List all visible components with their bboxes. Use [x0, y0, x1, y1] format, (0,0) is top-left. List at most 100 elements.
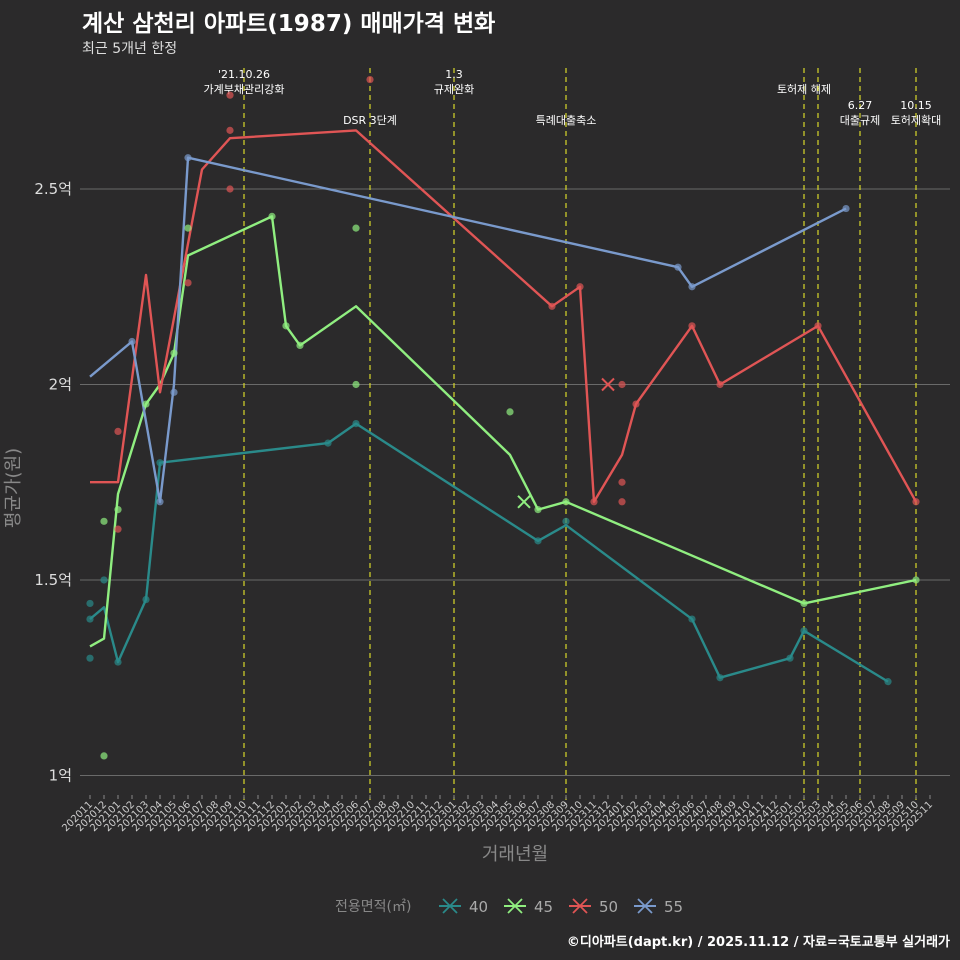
data-point: [366, 75, 374, 84]
event-label: 특례대출축소: [536, 114, 597, 127]
data-point: [226, 91, 234, 99]
legend-key-cross: [637, 898, 653, 914]
cross-stroke: [601, 377, 615, 392]
data-point: [324, 439, 332, 447]
data-point: [534, 537, 542, 545]
data-point: [142, 400, 150, 408]
data-point: [548, 302, 556, 310]
series-lines: [89, 129, 918, 683]
data-point: [562, 517, 570, 525]
data-point: [884, 678, 892, 686]
data-point: [114, 506, 122, 514]
data-point: [576, 283, 584, 291]
legend-label: 40: [469, 898, 488, 916]
data-point: [800, 627, 808, 635]
event-label: 토허제확대: [891, 114, 942, 127]
data-point: [814, 322, 822, 330]
data-point: [912, 576, 920, 584]
legend-key-cross: [572, 898, 588, 914]
data-point: [114, 525, 122, 533]
legend-label: 55: [664, 898, 683, 916]
data-point: [282, 322, 290, 330]
data-point: [618, 478, 626, 486]
series-points: [86, 75, 920, 760]
y-gridlines: [80, 188, 950, 776]
data-point: [100, 517, 108, 525]
data-point: [100, 752, 108, 760]
data-point: [352, 380, 360, 389]
legend-label: 45: [534, 898, 553, 916]
data-point: [562, 498, 570, 506]
data-point: [688, 322, 696, 330]
y-tick-label: 1억: [49, 766, 72, 784]
data-point: [632, 400, 640, 408]
event-label: '21.10.26: [218, 68, 270, 81]
cross-stroke: [517, 495, 531, 509]
legend-item-55: 55: [634, 898, 683, 916]
data-point: [688, 283, 696, 291]
data-point: [128, 337, 136, 346]
x-axis-ticks: [89, 795, 931, 799]
data-point: [534, 506, 542, 514]
x-axis-title: 거래년월: [482, 844, 548, 865]
data-point: [352, 419, 360, 428]
legend-label: 50: [599, 898, 618, 916]
data-point: [716, 380, 724, 389]
data-point: [184, 279, 192, 287]
legend-item-45: 45: [504, 898, 553, 916]
y-axis-tick-labels: 1억 1.5억 2억 2.5억: [34, 180, 72, 784]
y-tick-label: 2.5억: [34, 180, 72, 198]
data-point: [226, 185, 234, 193]
event-label: 가계부채관리강화: [204, 83, 285, 96]
data-point: [296, 341, 304, 349]
legend-item-40: 40: [439, 898, 488, 916]
data-point: [170, 349, 178, 357]
data-point: [86, 599, 94, 608]
data-point: [786, 654, 794, 662]
data-point: [114, 427, 122, 436]
event-label: DSR 3단계: [343, 114, 397, 127]
chart-title: 계산 삼천리 아파트(1987) 매매가격 변화: [82, 11, 496, 37]
data-point: [268, 212, 276, 220]
series-line-50: [90, 129, 918, 503]
legend-title: 전용면적(㎡): [335, 899, 411, 915]
x-axis-tick-labels: 2020112020122021012021022021032021042021…: [60, 799, 935, 834]
data-point: [716, 674, 724, 682]
event-label: 1.3: [445, 68, 463, 81]
legend-item-50: 50: [569, 898, 618, 916]
data-point: [800, 599, 808, 608]
data-point: [170, 388, 178, 396]
data-point: [912, 498, 920, 506]
data-point: [506, 408, 514, 416]
chart-subtitle: 최근 5개년 한정: [82, 41, 178, 57]
caption: ©디아파트(dapt.kr) / 2025.11.12 / 자료=국토교통부 실…: [566, 935, 950, 950]
data-point: [842, 204, 850, 213]
data-point: [156, 459, 164, 467]
data-point: [86, 615, 94, 623]
series-line-55: [89, 156, 847, 503]
y-tick-label: 1.5억: [34, 571, 72, 589]
event-label: 토허제 해제: [777, 82, 831, 96]
event-label: 규제완화: [434, 83, 474, 96]
cross-marker: [601, 377, 615, 392]
data-point: [86, 654, 94, 662]
data-point: [226, 126, 234, 134]
y-axis-title: 평균가(원): [3, 448, 24, 528]
event-label: 대출규제: [840, 114, 880, 127]
data-point: [142, 595, 150, 604]
data-point: [618, 380, 626, 389]
data-point: [590, 498, 598, 506]
data-point: [688, 615, 696, 623]
data-point: [352, 224, 360, 232]
data-point: [184, 154, 192, 162]
legend-key-cross: [507, 898, 523, 914]
legend: 전용면적(㎡) 40 45 50 55: [335, 898, 683, 916]
cross-marker: [517, 495, 531, 509]
data-point: [184, 224, 192, 232]
data-point: [100, 576, 108, 584]
series-line-40: [89, 422, 889, 683]
y-tick-label: 2억: [49, 375, 72, 393]
event-label: 6.27: [848, 99, 873, 112]
